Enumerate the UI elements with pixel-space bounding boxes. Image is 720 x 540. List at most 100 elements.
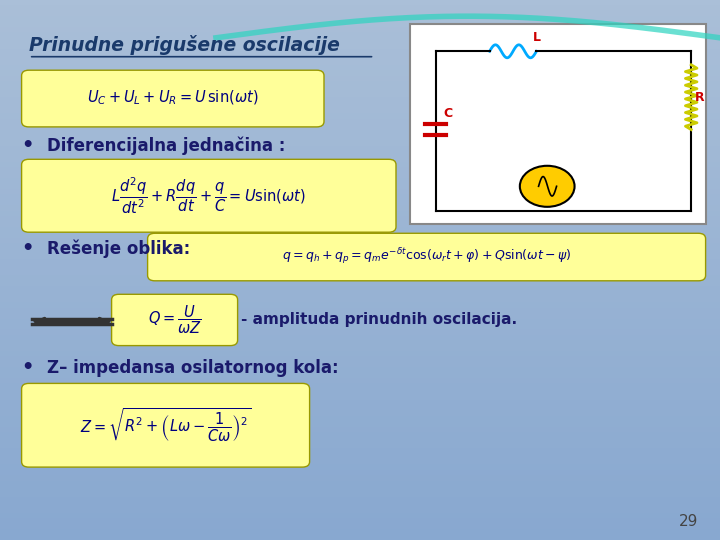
Bar bbox=[0, 259, 720, 265]
Bar bbox=[0, 319, 720, 324]
Bar bbox=[0, 59, 720, 65]
Bar bbox=[0, 184, 720, 189]
Bar bbox=[0, 248, 720, 254]
Text: Z– impedansa osilatornog kola:: Z– impedansa osilatornog kola: bbox=[47, 359, 338, 376]
Bar bbox=[0, 464, 720, 470]
Bar bbox=[0, 200, 720, 205]
Bar bbox=[0, 297, 720, 302]
Bar bbox=[0, 157, 720, 162]
Text: $q = q_h + q_p = q_m e^{-\delta t}\cos(\omega_r t + \varphi) + Q\sin(\omega t - : $q = q_h + q_p = q_m e^{-\delta t}\cos(\… bbox=[282, 247, 572, 267]
Bar bbox=[0, 162, 720, 167]
Circle shape bbox=[520, 166, 575, 207]
Text: Rešenje oblika:: Rešenje oblika: bbox=[47, 239, 190, 258]
Bar bbox=[0, 335, 720, 340]
Bar bbox=[0, 513, 720, 518]
Bar bbox=[0, 518, 720, 524]
Bar bbox=[0, 65, 720, 70]
Bar bbox=[0, 400, 720, 405]
Bar bbox=[0, 497, 720, 502]
Bar bbox=[0, 211, 720, 216]
Bar bbox=[0, 508, 720, 513]
Bar bbox=[0, 97, 720, 103]
Bar bbox=[0, 356, 720, 362]
Bar bbox=[0, 205, 720, 211]
Bar bbox=[0, 11, 720, 16]
Bar bbox=[0, 270, 720, 275]
Text: 29: 29 bbox=[679, 514, 698, 529]
Bar bbox=[0, 491, 720, 497]
Bar bbox=[0, 86, 720, 92]
Bar bbox=[0, 173, 720, 178]
FancyBboxPatch shape bbox=[22, 159, 396, 232]
Bar bbox=[0, 324, 720, 329]
Bar bbox=[0, 437, 720, 443]
Bar bbox=[0, 448, 720, 454]
Bar bbox=[0, 308, 720, 313]
Text: •: • bbox=[22, 357, 34, 376]
Bar bbox=[0, 167, 720, 173]
Bar bbox=[0, 340, 720, 346]
Bar bbox=[0, 410, 720, 416]
Bar bbox=[0, 140, 720, 146]
Text: C: C bbox=[444, 107, 452, 120]
Bar bbox=[0, 432, 720, 437]
Bar bbox=[0, 389, 720, 394]
FancyBboxPatch shape bbox=[112, 294, 238, 346]
Bar bbox=[0, 529, 720, 535]
Bar bbox=[0, 54, 720, 59]
Bar bbox=[0, 38, 720, 43]
Bar bbox=[0, 427, 720, 432]
Bar bbox=[0, 383, 720, 389]
Bar bbox=[0, 470, 720, 475]
Bar bbox=[0, 329, 720, 335]
Bar bbox=[0, 5, 720, 11]
Bar bbox=[0, 49, 720, 54]
Bar bbox=[0, 302, 720, 308]
Bar bbox=[0, 292, 720, 297]
Bar bbox=[0, 16, 720, 22]
Bar bbox=[0, 313, 720, 319]
Bar bbox=[0, 373, 720, 378]
Bar bbox=[0, 394, 720, 400]
FancyBboxPatch shape bbox=[22, 383, 310, 467]
Bar bbox=[0, 405, 720, 410]
Bar bbox=[0, 362, 720, 367]
Bar bbox=[0, 416, 720, 421]
Text: $L\dfrac{d^2q}{dt^2} + R\dfrac{dq}{dt} + \dfrac{q}{C} = U\sin(\omega t)$: $L\dfrac{d^2q}{dt^2} + R\dfrac{dq}{dt} +… bbox=[112, 175, 306, 216]
Bar bbox=[0, 43, 720, 49]
Bar bbox=[0, 22, 720, 27]
Bar bbox=[0, 119, 720, 124]
Bar bbox=[0, 27, 720, 32]
Bar bbox=[0, 103, 720, 108]
Bar bbox=[0, 124, 720, 130]
Bar bbox=[0, 227, 720, 232]
Bar bbox=[0, 475, 720, 481]
FancyBboxPatch shape bbox=[22, 70, 324, 127]
Bar bbox=[0, 238, 720, 243]
Bar bbox=[0, 367, 720, 373]
Text: $Z = \sqrt{R^2 + \left(L\omega - \dfrac{1}{C\omega}\right)^2}$: $Z = \sqrt{R^2 + \left(L\omega - \dfrac{… bbox=[80, 407, 251, 443]
Text: $U_C + U_L + U_R = U\,\sin(\omega t)$: $U_C + U_L + U_R = U\,\sin(\omega t)$ bbox=[87, 89, 258, 107]
Text: L: L bbox=[532, 31, 541, 44]
Text: Prinudne prigušene oscilacije: Prinudne prigušene oscilacije bbox=[29, 35, 340, 55]
Bar bbox=[0, 454, 720, 459]
Bar bbox=[0, 81, 720, 86]
Bar bbox=[0, 286, 720, 292]
Bar bbox=[0, 281, 720, 286]
Text: $Q = \dfrac{U}{\omega Z}$: $Q = \dfrac{U}{\omega Z}$ bbox=[148, 303, 202, 336]
Bar bbox=[0, 216, 720, 221]
Bar bbox=[0, 502, 720, 508]
Bar bbox=[0, 113, 720, 119]
Text: •: • bbox=[22, 239, 34, 258]
Bar bbox=[0, 130, 720, 135]
Bar bbox=[0, 92, 720, 97]
Bar bbox=[0, 351, 720, 356]
Text: - amplituda prinudnih oscilacija.: - amplituda prinudnih oscilacija. bbox=[241, 312, 518, 327]
Bar bbox=[0, 151, 720, 157]
Bar bbox=[0, 194, 720, 200]
Bar bbox=[0, 221, 720, 227]
Bar bbox=[0, 146, 720, 151]
Bar bbox=[0, 76, 720, 81]
Bar bbox=[0, 459, 720, 464]
FancyBboxPatch shape bbox=[410, 24, 706, 224]
